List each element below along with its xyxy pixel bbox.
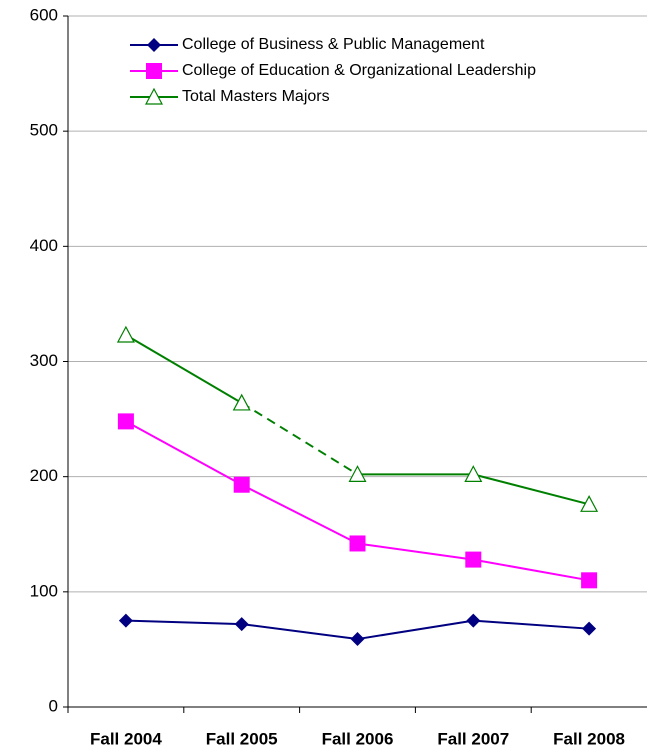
point xyxy=(232,393,251,411)
point xyxy=(350,632,365,647)
x-tick-label: Fall 2005 xyxy=(206,729,278,748)
line-segment xyxy=(125,420,243,486)
point xyxy=(146,63,162,79)
y-tick-label: 200 xyxy=(30,466,58,485)
point xyxy=(349,535,366,552)
point xyxy=(464,465,483,482)
line-segment xyxy=(473,558,590,582)
line-segment xyxy=(473,473,590,506)
y-tick-label: 500 xyxy=(30,121,58,140)
line-segment xyxy=(473,619,590,630)
point xyxy=(348,465,367,482)
x-tick-label: Fall 2007 xyxy=(437,729,509,748)
legend-label: College of Business & Public Management xyxy=(182,36,485,53)
line-segment xyxy=(241,483,358,545)
point xyxy=(147,38,161,52)
point xyxy=(582,621,597,636)
point xyxy=(117,413,134,430)
point xyxy=(466,613,481,628)
line-segment xyxy=(125,619,242,626)
point xyxy=(581,572,598,589)
y-tick-label: 400 xyxy=(30,236,58,255)
y-tick-label: 300 xyxy=(30,351,58,370)
x-tick-label: Fall 2004 xyxy=(90,729,162,748)
point xyxy=(233,476,250,493)
line-segment xyxy=(241,623,358,641)
point xyxy=(580,495,599,512)
y-tick-label: 600 xyxy=(30,5,58,24)
point xyxy=(118,613,133,628)
line-segment xyxy=(125,334,243,404)
line-segment xyxy=(357,619,474,641)
legend-label: College of Education & Organizational Le… xyxy=(182,62,536,79)
y-tick-label: 100 xyxy=(30,581,58,600)
point xyxy=(116,325,135,343)
line-segment xyxy=(357,542,474,561)
y-tick-label: 0 xyxy=(49,696,58,715)
legend-label: Total Masters Majors xyxy=(182,88,330,105)
x-tick-label: Fall 2006 xyxy=(322,729,394,748)
point xyxy=(465,551,482,568)
point xyxy=(145,87,163,105)
point xyxy=(234,617,249,632)
x-tick-label: Fall 2008 xyxy=(553,729,625,748)
line-segment xyxy=(241,402,359,476)
